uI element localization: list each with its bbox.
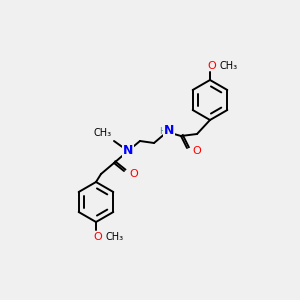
- Text: H: H: [159, 127, 166, 136]
- Text: CH₃: CH₃: [94, 128, 112, 138]
- Text: O: O: [192, 146, 201, 156]
- Text: O: O: [94, 232, 102, 242]
- Text: N: N: [123, 143, 133, 157]
- Text: N: N: [164, 124, 174, 137]
- Text: CH₃: CH₃: [219, 61, 237, 71]
- Text: O: O: [208, 61, 216, 71]
- Text: CH₃: CH₃: [105, 232, 123, 242]
- Text: O: O: [129, 169, 138, 179]
